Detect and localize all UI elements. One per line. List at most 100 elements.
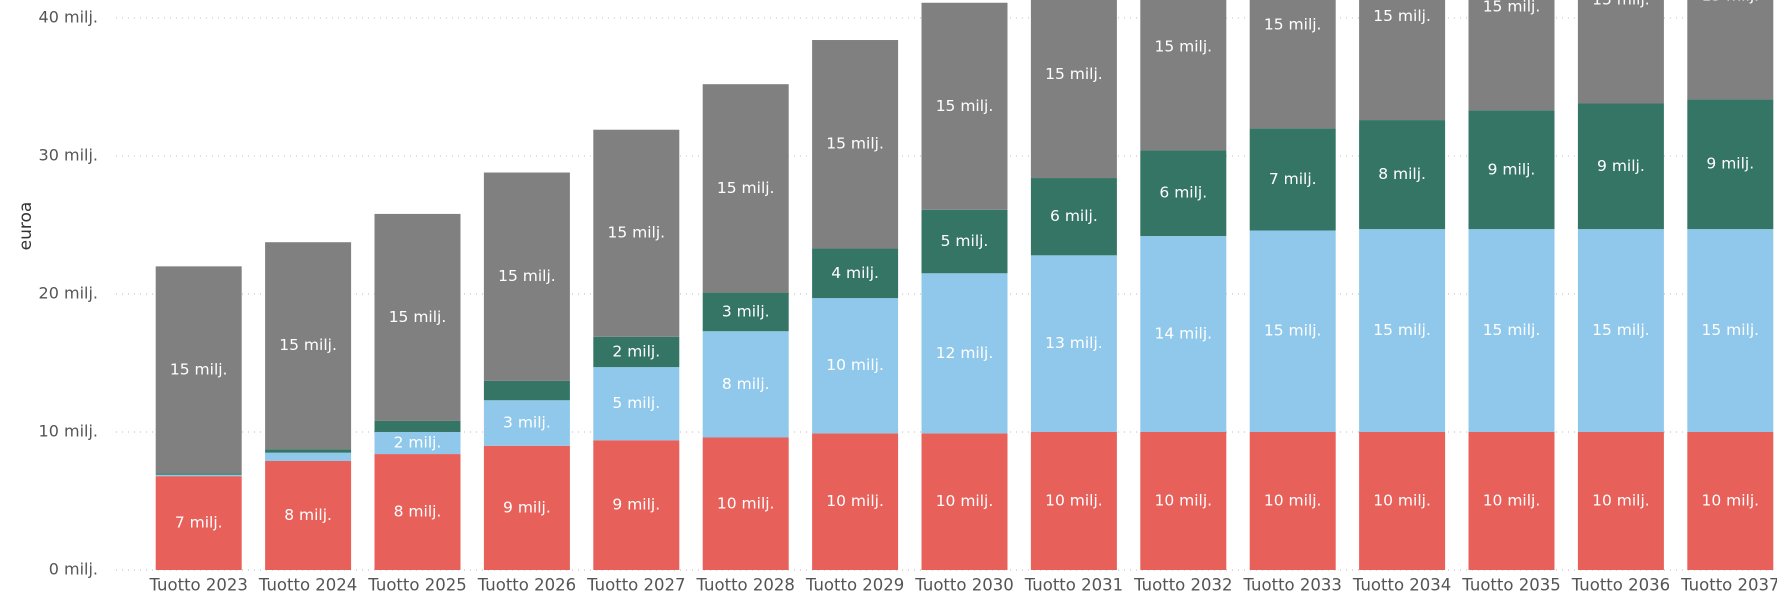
bar-segment xyxy=(374,454,461,570)
bar-segment xyxy=(1030,255,1117,432)
bar-segment xyxy=(1140,431,1227,570)
data-label: 3 milj. xyxy=(503,414,551,432)
data-label: 7 milj. xyxy=(1269,170,1317,188)
data-label: 13 milj. xyxy=(1045,334,1103,352)
bar-segment xyxy=(155,474,242,477)
data-label: 2 milj. xyxy=(394,434,442,452)
data-label: 15 milj. xyxy=(936,97,994,115)
data-label: 15 milj. xyxy=(1483,0,1541,15)
data-label: 15 milj. xyxy=(1592,0,1650,9)
bar-segment xyxy=(921,433,1008,570)
data-label: 15 milj. xyxy=(826,135,884,153)
x-tick-label: Tuotto 2023 xyxy=(148,576,247,595)
data-label: 10 milj. xyxy=(1701,491,1759,509)
y-tick-label: 20 milj. xyxy=(39,283,98,302)
bar-segment xyxy=(921,273,1008,434)
x-tick-label: Tuotto 2028 xyxy=(695,576,794,595)
bar-segment xyxy=(812,40,899,249)
bar-segment xyxy=(1468,431,1555,570)
bar-segment xyxy=(1468,110,1555,230)
bar-segment xyxy=(1687,0,1774,100)
data-label: 10 milj. xyxy=(1154,491,1212,509)
x-tick-label: Tuotto 2032 xyxy=(1133,576,1232,595)
bar-segment xyxy=(1577,229,1664,432)
data-label: 10 milj. xyxy=(1373,491,1431,509)
bar-segment xyxy=(483,445,570,570)
bar-segment xyxy=(1140,0,1227,151)
bar-segment xyxy=(1359,431,1446,570)
data-label: 8 milj. xyxy=(722,375,770,393)
bar-segment xyxy=(483,380,570,401)
bar-segment xyxy=(1577,0,1664,104)
data-label: 10 milj. xyxy=(1045,491,1103,509)
data-label: 15 milj. xyxy=(1592,321,1650,339)
data-label: 15 milj. xyxy=(1373,7,1431,25)
y-tick-label: 30 milj. xyxy=(39,145,98,164)
y-tick-label: 10 milj. xyxy=(39,421,98,440)
data-label: 15 milj. xyxy=(170,360,228,378)
data-label: 3 milj. xyxy=(722,302,770,320)
data-label: 6 milj. xyxy=(1050,207,1098,225)
data-label: 15 milj. xyxy=(607,224,665,242)
data-label: 15 milj. xyxy=(1264,322,1322,340)
bar-segment xyxy=(702,84,789,293)
bar-segment xyxy=(1249,128,1336,231)
bar-segment xyxy=(483,400,570,446)
data-label: 10 milj. xyxy=(826,356,884,374)
bar-segment xyxy=(1687,431,1774,570)
x-tick-label: Tuotto 2027 xyxy=(586,576,685,595)
bar-segment xyxy=(1687,99,1774,230)
x-tick-label: Tuotto 2034 xyxy=(1352,576,1451,595)
bar-segment xyxy=(374,213,461,421)
bar-segment xyxy=(593,367,680,441)
bar-segment xyxy=(812,433,899,570)
data-label: 15 milj. xyxy=(279,336,337,354)
data-label: 9 milj. xyxy=(1488,160,1536,178)
bar-segment xyxy=(1468,229,1555,432)
data-label: 10 milj. xyxy=(1264,491,1322,509)
x-tick-label: Tuotto 2035 xyxy=(1461,576,1560,595)
data-label: 5 milj. xyxy=(612,394,660,412)
data-label: 8 milj. xyxy=(394,503,442,521)
data-label: 15 milj. xyxy=(389,308,447,326)
bar-segment xyxy=(593,129,680,337)
bar-segment xyxy=(1140,236,1227,432)
data-label: 2 milj. xyxy=(612,342,660,360)
bar-segment xyxy=(1249,230,1336,432)
data-label: 15 milj. xyxy=(1701,0,1759,4)
data-label: 15 milj. xyxy=(1154,37,1212,55)
bar-segment xyxy=(374,420,461,432)
x-tick-label: Tuotto 2026 xyxy=(477,576,576,595)
x-tick-label: Tuotto 2033 xyxy=(1242,576,1341,595)
bar-segment xyxy=(1030,431,1117,570)
data-label: 15 milj. xyxy=(1373,321,1431,339)
x-tick-label: Tuotto 2031 xyxy=(1024,576,1123,595)
data-label: 10 milj. xyxy=(936,492,994,510)
bar-segment xyxy=(1359,120,1446,230)
bar-segment xyxy=(265,452,352,461)
data-label: 15 milj. xyxy=(1701,321,1759,339)
bar-segment xyxy=(155,266,242,474)
bar-segment xyxy=(812,298,899,434)
bar-segment xyxy=(1249,0,1336,129)
data-label: 10 milj. xyxy=(1592,491,1650,509)
data-label: 15 milj. xyxy=(1264,15,1322,33)
bar-segment xyxy=(483,172,570,381)
bar-segment xyxy=(374,431,461,455)
bar-segment xyxy=(1249,431,1336,570)
bar-segment xyxy=(1577,431,1664,570)
bar-segment xyxy=(702,437,789,570)
data-label: 15 milj. xyxy=(717,179,775,197)
bar-segment xyxy=(921,209,1008,274)
bar-segment xyxy=(812,248,899,299)
bar-segment xyxy=(1577,103,1664,230)
y-tick-label: 0 milj. xyxy=(49,560,98,579)
bar-segment xyxy=(155,473,242,475)
data-label: 8 milj. xyxy=(1378,165,1426,183)
data-label: 9 milj. xyxy=(1706,155,1754,173)
bar-segment xyxy=(1030,0,1117,179)
x-tick-label: Tuotto 2025 xyxy=(367,576,466,595)
bar-segment xyxy=(265,242,352,450)
x-tick-label: Tuotto 2029 xyxy=(805,576,904,595)
